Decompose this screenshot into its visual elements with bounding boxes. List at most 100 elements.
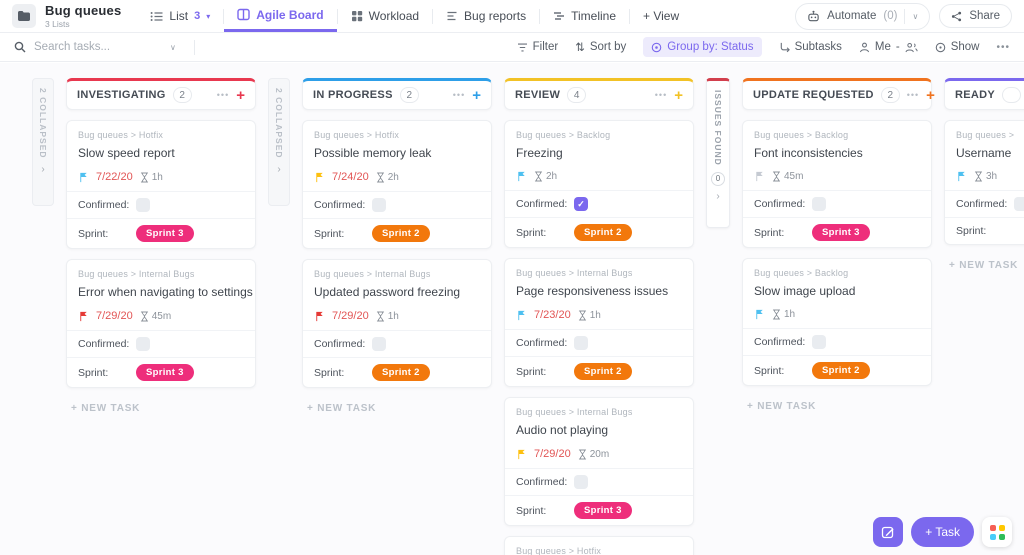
search-input[interactable]	[34, 41, 162, 53]
column-add-task-icon[interactable]: +	[236, 86, 245, 104]
card-breadcrumb[interactable]: Bug queues > Hotfix	[314, 130, 400, 140]
priority-flag-icon[interactable]	[314, 172, 325, 183]
due-date[interactable]: 7/23/20	[534, 309, 571, 321]
card-breadcrumb[interactable]: Bug queues > Internal Bugs	[314, 269, 431, 279]
tab-agile-board[interactable]: Agile Board	[224, 0, 337, 32]
confirmed-checkbox[interactable]	[812, 197, 826, 211]
priority-flag-icon[interactable]	[956, 171, 967, 182]
priority-flag-icon[interactable]	[516, 310, 527, 321]
card-title[interactable]: Slow speed report	[78, 146, 175, 160]
card-title[interactable]: Freezing	[516, 146, 563, 160]
due-date[interactable]: 7/24/20	[332, 171, 369, 183]
task-card[interactable]: Bug queues > Backlog Freezing 2h Confirm…	[504, 120, 694, 248]
task-card[interactable]: Bug queues > Hotfix Possible memory leak…	[302, 120, 492, 249]
time-estimate[interactable]: 1h	[578, 310, 601, 321]
issues-found-strip[interactable]: ISSUES FOUND 0 ›	[706, 78, 730, 228]
tab-add-view[interactable]: + View	[630, 0, 692, 32]
column-add-task-icon[interactable]: +	[472, 86, 481, 104]
task-card[interactable]: Bug queues > Internal Bugs Error when na…	[66, 259, 256, 388]
new-task-button[interactable]: + NEW TASK	[747, 401, 817, 412]
sprint-pill[interactable]: Sprint 3	[812, 224, 870, 241]
new-task-button[interactable]: + NEW TASK	[71, 403, 141, 414]
card-breadcrumb[interactable]: Bug queues > Backlog	[754, 130, 849, 140]
new-task-button[interactable]: + NEW TASK	[949, 260, 1019, 271]
tab-workload[interactable]: Workload	[338, 0, 432, 32]
column-add-task-icon[interactable]: +	[926, 86, 935, 104]
sprint-pill[interactable]: Sprint 2	[372, 225, 430, 242]
automate-button[interactable]: Automate (0) ∨	[795, 2, 931, 30]
time-estimate[interactable]: 2h	[376, 172, 399, 183]
confirmed-checkbox[interactable]	[812, 335, 826, 349]
due-date[interactable]: 7/29/20	[534, 448, 571, 460]
task-card[interactable]: Bug queues > Username 3h Confirmed: Spri…	[944, 120, 1024, 245]
add-task-button[interactable]: + Task	[911, 517, 974, 547]
card-title[interactable]: Page responsiveness issues	[516, 284, 669, 298]
time-estimate[interactable]: 2h	[534, 171, 557, 182]
card-title[interactable]: Updated password freezing	[314, 285, 461, 299]
card-breadcrumb[interactable]: Bug queues > Backlog	[754, 268, 849, 278]
share-button[interactable]: Share	[939, 4, 1012, 28]
sprint-pill[interactable]: Sprint 2	[574, 224, 632, 241]
tab-list[interactable]: List 3 ▾	[137, 0, 223, 32]
priority-flag-icon[interactable]	[516, 449, 527, 460]
confirmed-checkbox[interactable]	[136, 337, 150, 351]
tab-bug-reports[interactable]: Bug reports	[433, 0, 539, 32]
due-date[interactable]: 7/29/20	[96, 310, 133, 322]
quick-edit-button[interactable]	[873, 517, 904, 547]
due-date[interactable]: 7/29/20	[332, 310, 369, 322]
task-card[interactable]: Bug queues > Backlog Font inconsistencie…	[742, 120, 932, 248]
apps-grid-icon[interactable]	[982, 517, 1012, 547]
priority-flag-icon[interactable]	[754, 309, 765, 320]
confirmed-checkbox[interactable]	[372, 198, 386, 212]
column-more-icon[interactable]: •••	[654, 90, 668, 100]
time-estimate[interactable]: 1h	[772, 309, 795, 320]
collapsed-columns-strip[interactable]: 2 COLLAPSED ›	[268, 78, 290, 206]
sprint-pill[interactable]: Sprint 2	[812, 362, 870, 379]
time-estimate[interactable]: 45m	[140, 311, 171, 322]
card-title[interactable]: Possible memory leak	[314, 146, 432, 160]
priority-flag-icon[interactable]	[78, 311, 89, 322]
card-breadcrumb[interactable]: Bug queues > Hotfix	[516, 546, 602, 555]
card-title[interactable]: Audio not playing	[516, 423, 609, 437]
task-card[interactable]: Bug queues > Internal Bugs Audio not pla…	[504, 397, 694, 526]
task-card[interactable]: Bug queues > Internal Bugs Page responsi…	[504, 258, 694, 387]
time-estimate[interactable]: 20m	[578, 449, 609, 460]
card-breadcrumb[interactable]: Bug queues > Backlog	[516, 130, 611, 140]
confirmed-checkbox[interactable]	[136, 198, 150, 212]
task-card[interactable]: Bug queues > Backlog Slow image upload 1…	[742, 258, 932, 386]
tab-timeline[interactable]: Timeline	[540, 0, 629, 32]
time-estimate[interactable]: 45m	[772, 171, 803, 182]
show-button[interactable]: Show	[935, 41, 979, 53]
confirmed-checkbox[interactable]	[1014, 197, 1024, 211]
card-breadcrumb[interactable]: Bug queues > Internal Bugs	[516, 407, 633, 417]
column-more-icon[interactable]: •••	[216, 90, 230, 100]
more-options-icon[interactable]: •••	[996, 41, 1010, 53]
card-breadcrumb[interactable]: Bug queues > Internal Bugs	[78, 269, 195, 279]
column-add-task-icon[interactable]: +	[674, 86, 683, 104]
sprint-pill[interactable]: Sprint 3	[136, 225, 194, 242]
column-more-icon[interactable]: •••	[906, 90, 920, 100]
column-more-icon[interactable]: •••	[452, 90, 466, 100]
sprint-pill[interactable]: Sprint 2	[574, 363, 632, 380]
subtasks-button[interactable]: Subtasks	[779, 41, 842, 53]
time-estimate[interactable]: 1h	[376, 311, 399, 322]
card-title[interactable]: Font inconsistencies	[754, 146, 863, 160]
card-title[interactable]: Slow image upload	[754, 284, 856, 298]
new-task-button[interactable]: + NEW TASK	[307, 403, 377, 414]
confirmed-checkbox[interactable]	[574, 475, 588, 489]
me-filter-button[interactable]: Me -	[859, 41, 918, 53]
card-breadcrumb[interactable]: Bug queues >	[956, 130, 1015, 140]
confirmed-checkbox[interactable]	[372, 337, 386, 351]
search-box[interactable]: ∨	[14, 39, 195, 55]
filter-button[interactable]: Filter	[517, 41, 558, 53]
collapsed-columns-strip[interactable]: 2 COLLAPSED ›	[32, 78, 54, 206]
time-estimate[interactable]: 3h	[974, 171, 997, 182]
task-card[interactable]: Bug queues > Internal Bugs Updated passw…	[302, 259, 492, 388]
due-date[interactable]: 7/22/20	[96, 171, 133, 183]
confirmed-checkbox[interactable]	[574, 197, 588, 211]
sort-by-button[interactable]: ⇅ Sort by	[575, 40, 626, 54]
sprint-pill[interactable]: Sprint 2	[372, 364, 430, 381]
priority-flag-icon[interactable]	[516, 171, 527, 182]
task-card[interactable]: Bug queues > Hotfix Cannot log in 7/24/2…	[504, 536, 694, 555]
priority-flag-icon[interactable]	[314, 311, 325, 322]
